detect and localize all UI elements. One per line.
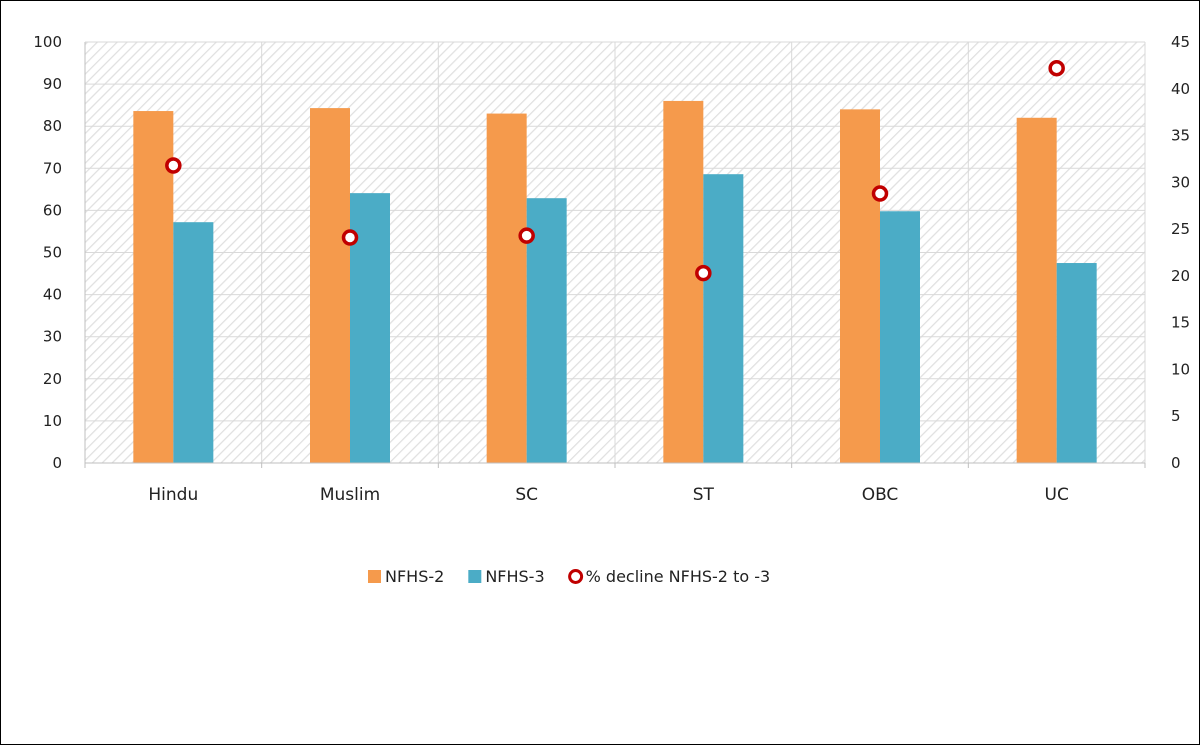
right-tick-label: 5 [1171, 407, 1181, 425]
left-tick-label: 60 [43, 201, 62, 219]
bar-nfhs-3-sc [526, 198, 567, 464]
category-labels: Hindu Muslim SC ST OBC UC [148, 485, 1068, 505]
right-tick-label: 20 [1171, 267, 1190, 285]
right-tick-label: 15 [1171, 314, 1190, 332]
right-tick-label: 35 [1171, 127, 1190, 145]
category-label: Muslim [320, 485, 380, 505]
left-tick-label: 50 [43, 244, 62, 262]
left-tick-label: 0 [52, 454, 62, 472]
left-axis-ticks: 0 10 20 30 40 50 60 70 80 90 100 [33, 33, 62, 472]
left-tick-label: 40 [43, 286, 62, 304]
left-tick-label: 80 [43, 117, 62, 135]
bar-nfhs-2-sc [486, 113, 527, 463]
decline-marker-obc [871, 185, 889, 202]
right-tick-label: 30 [1171, 173, 1190, 191]
left-tick-label: 30 [43, 328, 62, 346]
right-tick-label: 0 [1171, 454, 1181, 472]
bar-nfhs-2-uc [1016, 117, 1057, 463]
bar-nfhs-3-obc [880, 211, 920, 463]
legend-label: NFHS-3 [485, 567, 544, 586]
left-tick-label: 70 [43, 159, 62, 177]
left-tick-label: 90 [43, 75, 62, 93]
bar-nfhs-3-hindu [173, 222, 214, 463]
bars [133, 100, 1097, 464]
legend-swatch-nfhs-3 [468, 570, 482, 583]
right-tick-label: 25 [1171, 220, 1190, 238]
category-label: SC [515, 485, 538, 505]
category-label: UC [1045, 485, 1069, 505]
category-label: OBC [862, 485, 899, 505]
right-tick-label: 10 [1171, 360, 1190, 378]
markers [165, 59, 1065, 282]
legend-swatch-nfhs-2 [368, 570, 381, 583]
decline-marker-muslim [341, 229, 359, 246]
bar-nfhs-2-obc [840, 109, 880, 464]
legend-label: NFHS-2 [385, 567, 444, 586]
bar-nfhs-2-muslim [310, 108, 350, 464]
legend-label: % decline NFHS-2 to -3 [586, 567, 771, 586]
bar-nfhs-2-st [663, 100, 704, 463]
left-tick-label: 100 [33, 33, 62, 51]
decline-marker-st [695, 264, 712, 282]
left-tick-label: 10 [43, 412, 62, 430]
bar-nfhs-3-uc [1056, 263, 1097, 463]
category-label: Hindu [148, 485, 198, 505]
legend-marker-decline [568, 569, 584, 584]
right-axis-ticks: 0 5 10 15 20 25 30 35 40 45 [1171, 33, 1190, 472]
decline-marker-uc [1048, 59, 1065, 77]
right-tick-label: 45 [1171, 33, 1190, 51]
decline-marker-sc [518, 227, 535, 244]
right-tick-label: 40 [1171, 80, 1190, 98]
legend: NFHS-2 NFHS-3 % decline NFHS-2 to -3 [368, 567, 770, 586]
decline-marker-hindu [165, 157, 182, 174]
bar-nfhs-3-st [703, 174, 744, 463]
axes [84, 42, 1146, 468]
left-tick-label: 20 [43, 370, 62, 388]
category-label: ST [693, 485, 715, 505]
